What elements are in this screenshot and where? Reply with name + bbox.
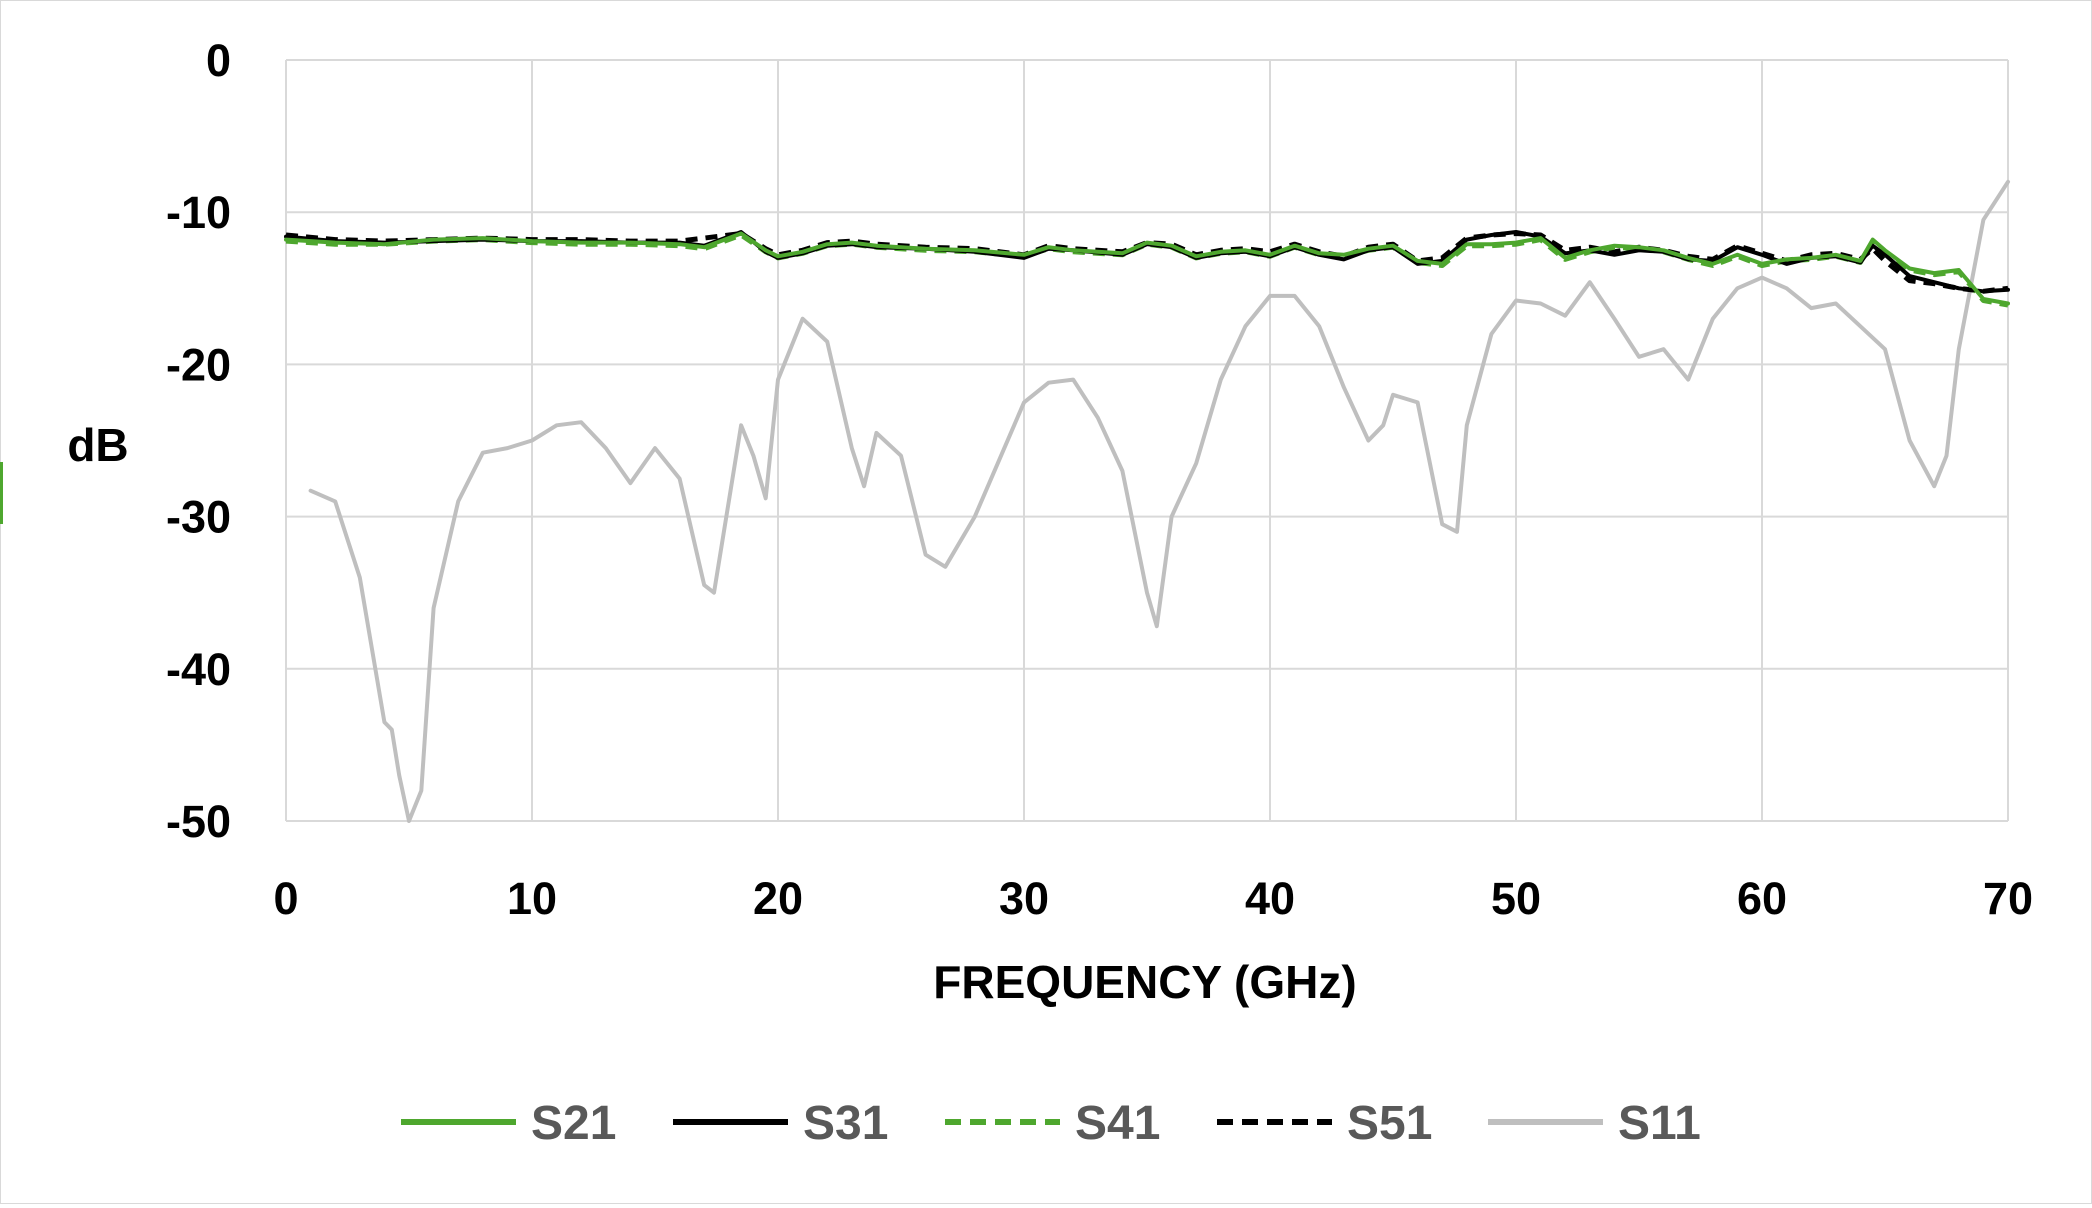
x-tick-label: 70	[1983, 873, 2033, 924]
legend-label-s41: S41	[1075, 1097, 1160, 1150]
y-tick-label: -20	[166, 339, 231, 390]
x-tick-label: 10	[507, 873, 557, 924]
gridlines	[285, 59, 2009, 822]
x-tick-label: 30	[999, 873, 1049, 924]
legend-label-s31: S31	[803, 1097, 888, 1150]
legend: S21 S31 S41 S51 S11	[401, 1097, 1701, 1150]
x-tick-label: 20	[753, 873, 803, 924]
x-tick-label: 0	[273, 873, 298, 924]
series-lines	[284, 179, 2010, 823]
left-edge-marker	[0, 462, 3, 524]
y-axis-title: dB	[67, 419, 128, 471]
legend-label-s51: S51	[1347, 1097, 1432, 1150]
series-line-s21	[284, 231, 2010, 306]
x-tick-label: 40	[1245, 873, 1295, 924]
y-tick-label: -30	[166, 492, 231, 543]
y-tick-label: 0	[206, 35, 231, 86]
series-line-s11	[308, 179, 2010, 823]
y-tick-label: -50	[166, 796, 231, 847]
y-axis-ticks: 0 -10 -20 -30 -40 -50	[166, 35, 231, 847]
y-tick-label: -40	[166, 644, 231, 695]
legend-label-s11: S11	[1618, 1097, 1701, 1150]
x-axis-ticks: 0 10 20 30 40 50 60 70	[273, 873, 2033, 924]
x-tick-label: 60	[1737, 873, 1787, 924]
x-tick-label: 50	[1491, 873, 1541, 924]
y-tick-label: -10	[166, 187, 231, 238]
x-axis-title: FREQUENCY (GHz)	[933, 956, 1356, 1008]
legend-label-s21: S21	[531, 1097, 616, 1150]
